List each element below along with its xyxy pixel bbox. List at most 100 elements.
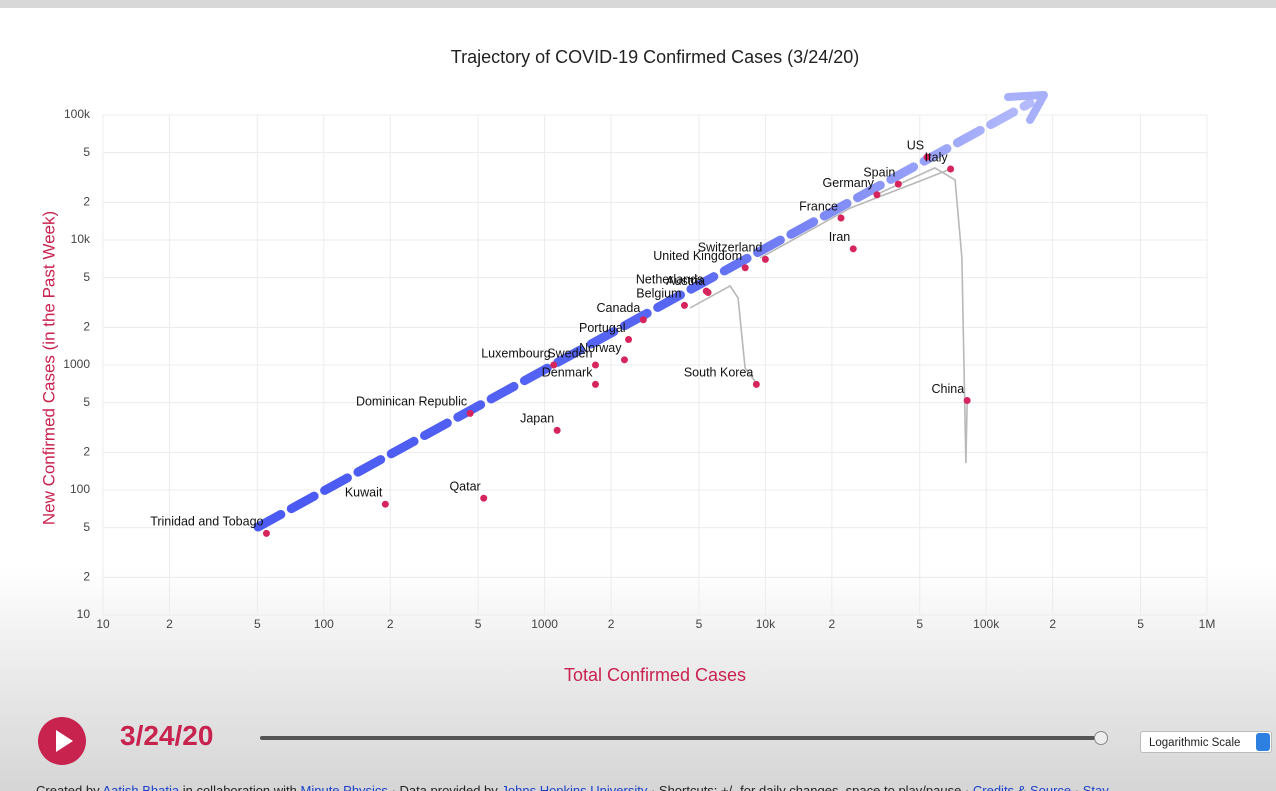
point-label: Norway [579,341,622,355]
point [761,255,769,263]
footer-text: Created by [36,783,103,791]
trend-arrow-head [1004,91,1048,124]
x-tick-label: 5 [475,617,482,631]
point-label: Netherlands [636,272,703,286]
point [466,409,474,417]
x-tick-label: 5 [916,617,923,631]
point [680,301,688,309]
point-label: Portugal [579,321,626,335]
point-label: Sweden [547,346,592,360]
slider-knob[interactable] [1094,731,1108,745]
point [963,396,971,404]
y-tick-label: 10 [77,607,91,621]
y-tick-label: 100k [64,107,91,121]
point [620,356,628,364]
point [741,264,749,272]
footer-link[interactable]: Aatish Bhatia [102,783,180,791]
x-tick-label: 1M [1199,617,1216,631]
x-tick-label: 10k [756,617,776,631]
x-tick-label: 100 [314,617,334,631]
point-label: Austria [666,274,705,288]
trend-arrow [253,98,1035,532]
point [873,191,881,199]
y-tick-label: 5 [83,520,90,534]
x-tick-label: 2 [166,617,173,631]
x-tick-label: 5 [696,617,703,631]
point [625,335,633,343]
y-tick-label: 2 [83,570,90,584]
x-tick-label: 100k [973,617,1000,631]
date-label: 3/24/20 [120,720,214,751]
point-label: Japan [520,412,554,426]
point [639,316,647,324]
trajectory-line [879,167,968,464]
chart-title: Trajectory of COVID-19 Confirmed Cases (… [451,47,859,67]
footer-link[interactable]: Johns Hopkins University [501,783,648,791]
point-label: Denmark [542,366,593,380]
point [591,380,599,388]
point-label: France [799,199,838,213]
point-label: US [907,138,924,152]
point [849,245,857,253]
point-label: Spain [863,165,895,179]
play-button[interactable] [38,717,86,765]
y-tick-label: 1000 [63,357,90,371]
footer-text: in collaboration with [179,783,301,791]
point [837,214,845,222]
point [923,153,931,161]
y-tick-label: 2 [83,195,90,209]
trajectory-line [759,168,951,259]
y-tick-label: 2 [83,445,90,459]
point-label: Kuwait [345,485,383,499]
point [553,426,561,434]
point [381,500,389,508]
point [550,361,558,369]
point-label: South Korea [684,366,754,380]
x-tick-label: 2 [1049,617,1056,631]
x-tick-label: 2 [608,617,615,631]
point-label: Luxembourg [481,346,551,360]
point-label: United Kingdom [653,249,742,263]
point [894,180,902,188]
y-tick-label: 2 [83,320,90,334]
footer-text: · [1071,783,1083,791]
footer: Created by Aatish Bhatia in collaboratio… [36,783,1109,791]
x-tick-label: 5 [1137,617,1144,631]
y-tick-label: 10k [71,232,91,246]
x-tick-label: 2 [387,617,394,631]
point-label: Canada [597,301,641,315]
point-label: Italy [925,150,949,164]
x-axis-label: Total Confirmed Cases [564,665,746,685]
point-label: Switzerland [698,241,763,255]
point [480,494,488,502]
point-label: Trinidad and Tobago [150,515,263,529]
x-tick-label: 5 [254,617,261,631]
y-tick-label: 100 [70,482,90,496]
y-tick-label: 5 [83,270,90,284]
footer-link[interactable]: Credits & Source [972,783,1072,791]
footer-text: · Shortcuts: +/- for daily changes, spac… [647,783,973,791]
y-tick-label: 5 [83,395,90,409]
trajectory-line [689,284,758,385]
time-slider[interactable] [260,736,1100,740]
scale-select[interactable]: Logarithmic Scale [1140,731,1272,753]
point-label: Germany [823,176,875,190]
y-tick-label: 5 [83,145,90,159]
point-label: China [931,382,964,396]
x-tick-label: 2 [829,617,836,631]
footer-link[interactable]: Minute Physics [300,783,388,791]
point [752,380,760,388]
point [591,361,599,369]
point-label: Belgium [636,287,681,301]
point [704,289,712,297]
point [947,165,955,173]
point [262,529,270,537]
chart: Trajectory of COVID-19 Confirmed Cases (… [39,47,1216,685]
point-label: Iran [829,230,851,244]
x-tick-label: 1000 [531,617,558,631]
point-label: Qatar [449,479,480,493]
footer-link[interactable]: Stay [1082,783,1109,791]
point-label: Dominican Republic [356,395,467,409]
y-axis-label: New Confirmed Cases (in the Past Week) [39,211,58,525]
